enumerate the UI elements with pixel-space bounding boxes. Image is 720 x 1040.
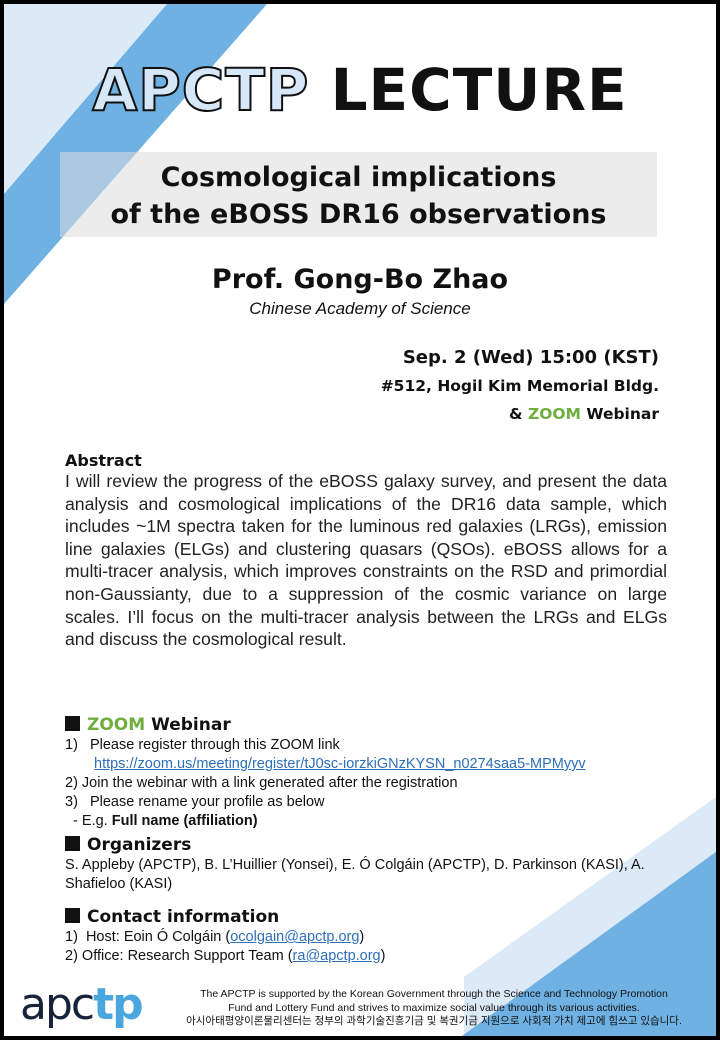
abstract-text: I will review the progress of the eBOSS … bbox=[65, 471, 667, 650]
organizers-list: S. Appleby (APCTP), B. L’Huillier (Yonse… bbox=[65, 857, 645, 892]
title-box bbox=[60, 152, 657, 237]
host-email-link[interactable]: ocolgain@apctp.org bbox=[230, 929, 360, 945]
webinar-step-2: 2) Join the webinar with a link generate… bbox=[65, 775, 458, 791]
square-bullet-icon bbox=[65, 716, 80, 731]
abstract-heading: Abstract bbox=[65, 451, 142, 470]
speaker-affiliation: Chinese Academy of Science bbox=[249, 299, 471, 318]
logo-tp: tp bbox=[93, 979, 144, 1030]
title-line-1: Cosmological implications bbox=[160, 162, 557, 193]
organizers-heading: Organizers bbox=[65, 834, 705, 856]
title-line-2: of the eBOSS DR16 observations bbox=[110, 199, 607, 230]
host-label: 1) Host: Eoin Ó Colgáin ( bbox=[65, 929, 231, 945]
event-venue: #512, Hogil Kim Memorial Bldg. bbox=[380, 377, 659, 395]
webinar-heading: ZOOM Webinar bbox=[65, 714, 705, 736]
funding-notice: The APCTP is supported by the Korean Gov… bbox=[154, 988, 714, 1029]
event-datetime: Sep. 2 (Wed) 15:00 (KST) bbox=[402, 347, 659, 368]
amp: & bbox=[509, 405, 528, 423]
funding-line-2: Fund and Lottery Fund and strives to max… bbox=[228, 1001, 640, 1014]
paren: ) bbox=[380, 948, 386, 964]
contact-office: 2) Office: Research Support Team (ra@apc… bbox=[65, 947, 705, 966]
webinar-step-1: 1) Please register through this ZOOM lin… bbox=[65, 737, 340, 753]
square-bullet-icon bbox=[65, 836, 80, 851]
webinar-example: - E.g. Full name (affiliation) bbox=[65, 812, 705, 831]
organizers-heading-text: Organizers bbox=[87, 835, 192, 855]
zoom-word: ZOOM bbox=[527, 405, 581, 423]
poster: APCTP LECTURE Cosmological implications … bbox=[4, 4, 716, 1036]
contact-heading-text: Contact information bbox=[87, 907, 280, 927]
example-prefix: - E.g. bbox=[65, 813, 112, 829]
funding-line-3: 아시아태평양이론물리센터는 정부의 과학기술진흥기금 및 복권기금 지원으로 사… bbox=[186, 1015, 682, 1027]
office-email-link[interactable]: ra@apctp.org bbox=[292, 948, 381, 964]
headline-apctp: APCTP bbox=[91, 55, 310, 125]
logo-apc: apc bbox=[20, 979, 95, 1030]
headline: APCTP LECTURE bbox=[4, 55, 716, 125]
bottom-blue-triangle bbox=[462, 851, 716, 1036]
headline-lecture: LECTURE bbox=[330, 56, 628, 124]
zoom-word: ZOOM bbox=[87, 715, 146, 735]
apctp-logo: apctp bbox=[20, 979, 144, 1030]
abstract-section: Abstract I will review the progress of t… bbox=[65, 451, 667, 651]
webinar-section: ZOOM Webinar 1) Please register through … bbox=[65, 714, 705, 831]
office-label: 2) Office: Research Support Team ( bbox=[65, 948, 293, 964]
zoom-register-link[interactable]: https://zoom.us/meeting/register/tJ0sc-i… bbox=[94, 756, 586, 772]
contact-host: 1) Host: Eoin Ó Colgáin (ocolgain@apctp.… bbox=[65, 928, 705, 947]
square-bullet-icon bbox=[65, 908, 80, 923]
example-format: Full name (affiliation) bbox=[111, 813, 258, 829]
funding-line-1: The APCTP is supported by the Korean Gov… bbox=[200, 988, 668, 1000]
paren: ) bbox=[359, 929, 365, 945]
talk-title: Cosmological implications of the eBOSS D… bbox=[60, 159, 657, 233]
webinar-step-3: 3) Please rename your profile as below bbox=[65, 794, 325, 810]
event-venue-online: & ZOOM Webinar bbox=[381, 400, 659, 428]
contact-section: Contact information 1) Host: Eoin Ó Colg… bbox=[65, 906, 705, 966]
organizers-section: Organizers S. Appleby (APCTP), B. L’Huil… bbox=[65, 834, 705, 894]
speaker-name: Prof. Gong-Bo Zhao bbox=[211, 264, 509, 295]
event-info: Sep. 2 (Wed) 15:00 (KST) #512, Hogil Kim… bbox=[381, 344, 659, 428]
webinar-word: Webinar bbox=[581, 405, 659, 423]
webinar-word: Webinar bbox=[145, 715, 231, 735]
contact-heading: Contact information bbox=[65, 906, 705, 928]
